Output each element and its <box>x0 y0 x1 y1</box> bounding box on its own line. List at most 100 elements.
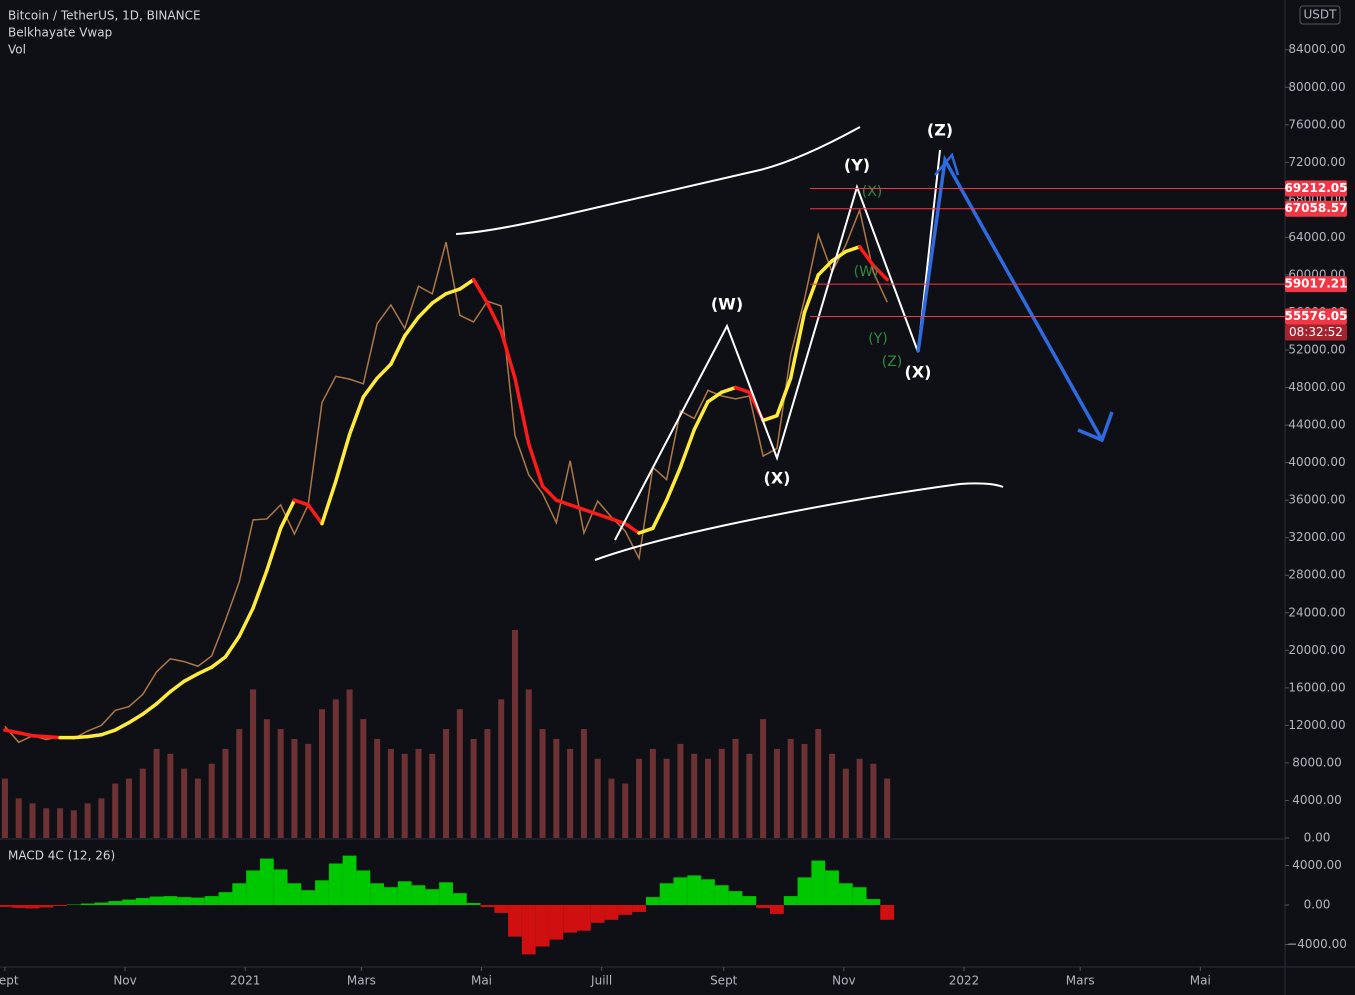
x-tick-label: Mai <box>1190 974 1211 988</box>
price-tag <box>1285 276 1347 293</box>
volume-bar <box>112 783 119 838</box>
currency-box[interactable] <box>1299 5 1341 25</box>
macd-bar <box>632 905 646 912</box>
macd-bar <box>108 901 123 906</box>
y-tick-label: 16000.00 <box>1288 680 1345 694</box>
vwap-segment <box>182 672 200 684</box>
macd-bar <box>191 897 205 906</box>
volume-bar <box>153 748 160 838</box>
vwap-segment <box>320 479 338 526</box>
price-tag <box>1285 308 1347 325</box>
wave-label: (Z) <box>927 121 953 140</box>
vwap-segment <box>44 734 62 740</box>
y-tick-label: −4000.00 <box>1287 937 1347 951</box>
macd-bar <box>218 892 233 906</box>
volume-bar <box>456 709 463 838</box>
macd-bar <box>287 883 302 906</box>
y-tick-label: 4000.00 <box>1292 858 1342 872</box>
macd-bar <box>811 860 826 906</box>
price-line <box>4 207 888 744</box>
vwap-segment <box>471 277 490 305</box>
y-tick-label: 64000.00 <box>1288 230 1345 244</box>
volume-bar <box>594 758 601 838</box>
y-tick-label: 8000.00 <box>1292 755 1342 769</box>
macd-bar <box>618 905 633 915</box>
macd-bar <box>135 898 150 906</box>
volume-bar <box>842 768 849 838</box>
vwap-segment <box>168 679 186 694</box>
y-tick-label: 80000.00 <box>1288 80 1345 94</box>
volume-bar <box>801 743 808 838</box>
y-tick-label: 52000.00 <box>1288 343 1345 357</box>
volume-label: Vol <box>8 43 26 57</box>
vwap-segment <box>72 734 90 740</box>
volume-bar <box>387 748 394 838</box>
macd-bar <box>770 905 784 914</box>
macd-bar <box>411 885 426 906</box>
macd-bar <box>315 880 329 906</box>
y-tick-label: 84000.00 <box>1288 42 1345 56</box>
volume-bar <box>829 753 836 838</box>
macd-bar <box>163 896 178 906</box>
price-tag <box>1285 200 1347 217</box>
macd-bar <box>880 905 895 920</box>
y-tick-label: 36000.00 <box>1288 493 1345 507</box>
macd-bar <box>577 905 591 931</box>
macd-bar <box>549 905 564 940</box>
volume-bar <box>139 768 146 838</box>
macd-bar <box>590 905 605 923</box>
volume-bar <box>332 699 339 838</box>
volume-bar <box>718 748 725 838</box>
macd-bar <box>25 905 40 909</box>
y-tick-label: 0.00 <box>1304 898 1331 912</box>
price-tag-label: 55576.05 <box>1284 309 1347 323</box>
volume-bar <box>884 778 891 838</box>
macd-bar <box>232 883 247 906</box>
volume-bar <box>470 738 477 838</box>
vwap-segment <box>568 503 586 512</box>
volume-bar <box>815 729 822 838</box>
vwap-segment <box>761 413 779 423</box>
macd-bar <box>563 905 578 933</box>
y-tick-label: 32000.00 <box>1288 530 1345 544</box>
macd-bar <box>756 905 771 908</box>
x-tick-label: Juill <box>590 974 612 988</box>
vwap-segment <box>844 245 862 254</box>
currency[interactable]: USDT <box>1304 8 1338 22</box>
macd-bar <box>521 905 536 955</box>
vwap-segment <box>499 329 517 380</box>
macd-bar <box>177 897 192 906</box>
volume-bar <box>57 808 64 838</box>
volume-bar <box>70 810 77 838</box>
macd-bar <box>53 905 67 906</box>
volume-bar <box>525 689 532 838</box>
price-tag-label: 69212.05 <box>1284 181 1347 195</box>
y-tick-label: 24000.00 <box>1288 605 1345 619</box>
x-tick-label: 2021 <box>230 974 261 988</box>
y-tick-label: 76000.00 <box>1288 117 1345 131</box>
wave-label: (Y) <box>844 156 870 175</box>
vwap-segment <box>554 498 572 507</box>
vwap-segment <box>389 334 407 366</box>
volume-bar <box>181 768 188 838</box>
macd-bar <box>273 869 288 906</box>
volume-bar <box>43 808 50 838</box>
volume-bar <box>677 743 684 838</box>
vwap-segment <box>209 655 228 669</box>
volume-bar <box>374 738 381 838</box>
vwap-segment <box>30 733 49 739</box>
volume-bar <box>760 719 767 838</box>
vwap-segment <box>334 432 352 484</box>
x-tick-label: Mars <box>347 974 376 988</box>
indicator-label: Belkhayate Vwap <box>8 26 112 40</box>
vwap-segment <box>720 385 738 395</box>
x-tick-label: Sept <box>0 974 19 988</box>
macd-bar <box>80 903 95 906</box>
macd-bar <box>508 905 522 937</box>
y-tick-label: 0.00 <box>1304 831 1331 845</box>
macd-bar <box>783 896 798 906</box>
x-tick-label: 2022 <box>949 974 980 988</box>
volume-bar <box>318 709 325 838</box>
volume-bar <box>649 748 656 838</box>
volume-bar <box>636 758 643 838</box>
